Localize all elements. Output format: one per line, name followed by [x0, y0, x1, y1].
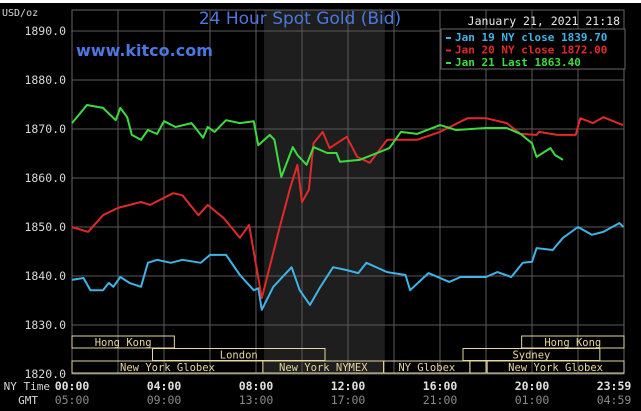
series-lines	[71, 104, 625, 311]
x-tick-ny: 00:00	[55, 379, 90, 393]
session-box	[521, 335, 625, 349]
session-label: Hong Kong	[95, 337, 152, 349]
session-label: New York Globex	[120, 362, 215, 374]
y-axis-ticks: 1890.0 1880.0 1870.0 1860.0 1850.0 1840.0 1830…	[24, 24, 66, 381]
session-label: NY Globex	[398, 362, 455, 374]
kitco-watermark[interactable]: www.kitco.com	[76, 41, 213, 60]
session-box	[71, 335, 175, 349]
x-tick-ny: 12:00	[331, 379, 366, 393]
legend-entry: Jan 20 NY close 1872.00	[455, 44, 607, 57]
session-label: London	[220, 350, 258, 362]
chart-timestamp: January 21, 2021 21:18	[468, 14, 620, 28]
x-tick-ny: 16:00	[423, 379, 458, 393]
y-tick-label: 1860.0	[24, 171, 66, 185]
legend-swatch	[446, 49, 451, 52]
y-tick-label: 1820.0	[24, 367, 66, 381]
series-line-1	[71, 116, 624, 300]
x-tick-gmt: 01:00	[515, 393, 550, 407]
y-tick-label: 1840.0	[24, 269, 66, 283]
y-tick-label: 1890.0	[24, 24, 66, 38]
gridlines	[72, 10, 624, 375]
series-line-2	[71, 104, 564, 178]
market-sessions: Hong Kong London New York Globex New York N…	[71, 335, 625, 374]
session-label: New York Globex	[508, 362, 603, 374]
chart-title: 24 Hour Spot Gold (Bid)	[199, 9, 401, 29]
x-tick-gmt: 21:00	[423, 393, 458, 407]
y-tick-label: 1870.0	[24, 122, 66, 136]
legend-entry: Jan 21 Last 1863.40	[455, 56, 581, 69]
legend-swatch	[446, 37, 451, 39]
x-tick-gmt: 04:59	[597, 393, 632, 407]
legend-entry: Jan 19 NY close 1839.70	[455, 31, 607, 44]
session-label: Sydney	[512, 350, 550, 362]
session-label: New York NYMEX	[279, 362, 368, 374]
gmt-label: GMT	[18, 394, 38, 407]
plot-frame	[71, 9, 625, 375]
x-tick-gmt: 09:00	[147, 393, 182, 407]
legend-swatch	[446, 62, 451, 64]
nymex-session-highlight	[264, 10, 385, 374]
x-tick-ny: 08:00	[239, 379, 274, 393]
x-tick-ny: 20:00	[515, 379, 550, 393]
legend-box	[440, 28, 626, 70]
x-tick-gmt: 05:00	[55, 393, 90, 407]
ny-time-label: NY Time	[4, 380, 50, 393]
x-tick-ny: 04:00	[147, 379, 182, 393]
y-tick-label: 1880.0	[24, 73, 66, 87]
x-tick-gmt: 13:00	[239, 393, 274, 407]
session-label: Hong Kong	[544, 337, 601, 349]
x-tick-ny: 23:59	[597, 379, 632, 393]
y-tick-label: 1830.0	[24, 318, 66, 332]
y-tick-label: 1850.0	[24, 220, 66, 234]
series-line-0	[71, 222, 625, 311]
x-tick-gmt: 17:00	[331, 393, 366, 407]
y-axis-unit: USD/oz	[2, 8, 38, 19]
